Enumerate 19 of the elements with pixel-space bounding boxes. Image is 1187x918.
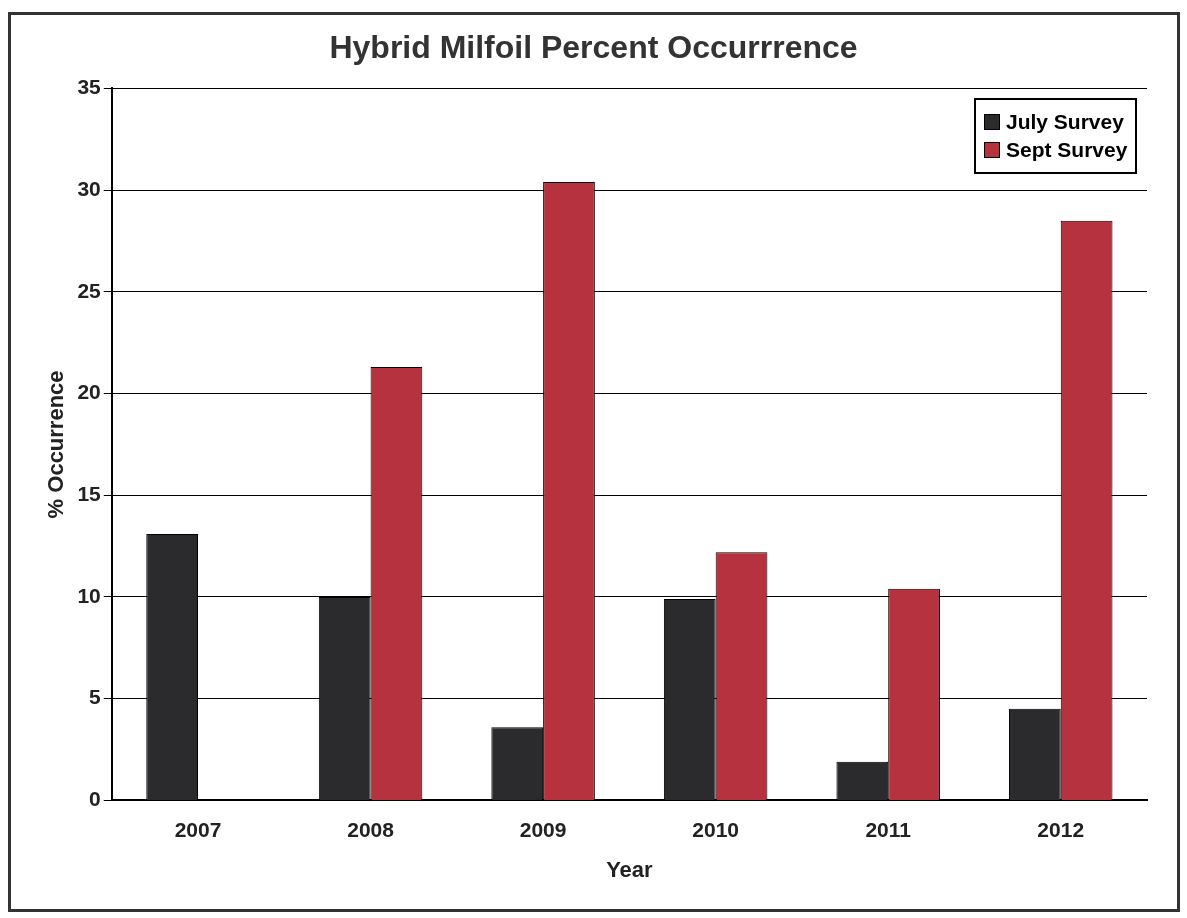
legend-label: July Survey	[1006, 110, 1124, 135]
legend-label: Sept Survey	[1006, 138, 1128, 163]
x-tick-label: 2007	[174, 817, 222, 841]
y-tick-label: 30	[77, 176, 101, 200]
y-tick-label: 5	[89, 685, 102, 709]
x-tick-label: 2009	[519, 817, 567, 841]
y-tick-label: 35	[77, 75, 102, 99]
y-tick-label: 25	[77, 278, 102, 302]
y-tick-label: 10	[77, 583, 101, 607]
y-tick-label: 0	[89, 787, 101, 811]
chart-title: Hybrid Milfoil Percent Occurrrence	[329, 29, 858, 66]
y-axis-title: % Occurrence	[43, 370, 69, 519]
x-tick-label: 2011	[865, 817, 912, 841]
x-tick-label: 2010	[692, 817, 740, 841]
x-tick-label: 2008	[347, 817, 395, 841]
x-axis-title: Year	[606, 856, 654, 882]
x-tick-label: 2012	[1037, 817, 1085, 841]
y-tick-label: 20	[77, 380, 101, 404]
y-tick-label: 15	[77, 482, 102, 506]
